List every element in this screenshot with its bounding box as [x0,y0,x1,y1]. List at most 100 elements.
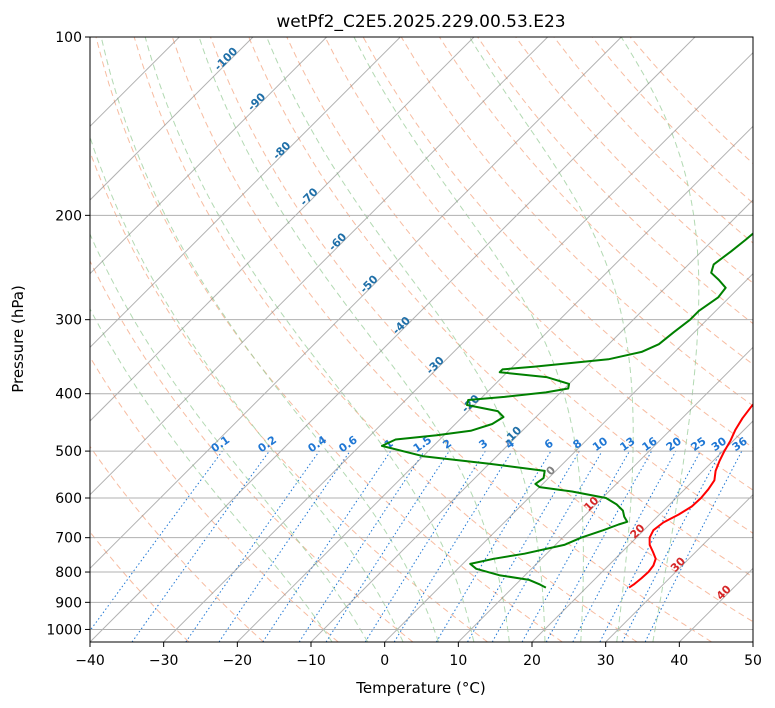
mixing-ratio-line [644,450,743,642]
temp-label: 40 [714,582,734,602]
height-label: -90 [245,90,268,113]
dewpoint-profile-line [380,232,753,589]
dry-adiabat [95,37,563,642]
mixing-ratio-label: 0.1 [209,433,232,455]
isotherm-line [752,641,753,642]
dry-adiabat [133,37,638,642]
x-axis-label: Temperature (°C) [355,679,485,697]
moist-adiabat [198,37,510,642]
height-label: -50 [357,272,380,295]
temp-label: 20 [628,521,648,541]
mixing-ratio-label: 6 [542,437,556,452]
mixing-ratio-line [218,450,351,642]
mixing-ratio-label: 2 [440,437,454,452]
height-label: -20 [459,392,482,415]
mixing-ratio-line [572,450,677,642]
mixing-ratio-line [393,450,513,642]
x-tick-label: 0 [380,653,389,669]
moist-adiabat [620,37,700,642]
height-label: -60 [326,230,349,253]
mixing-ratio-label: 0.6 [336,433,360,455]
moist-adiabat [90,135,404,642]
y-tick-label: 500 [55,444,82,460]
dry-adiabat [90,445,264,642]
isotherm-line [310,199,753,642]
moist-adiabat [469,37,634,642]
mixing-ratio-line [521,450,630,642]
plot-frame [89,36,754,643]
dry-adiabat [324,37,753,491]
height-label: -100 [212,44,241,73]
height-label: -40 [390,314,413,337]
height-label: -70 [297,185,320,208]
y-tick-label: 700 [55,531,82,547]
profile-series [380,232,753,589]
axes: −40 −30 −20 −10 0 10 20 30 40 5010020030040050060… [46,30,762,669]
isotherm-line [90,37,401,349]
x-tick-label: −40 [75,653,105,669]
height-label: -80 [270,139,293,162]
mixing-ratio-label: 3 [477,437,491,452]
mixing-ratio-label: 0.4 [306,433,330,455]
mixing-ratio-line [185,450,320,642]
x-tick-label: 50 [744,653,762,669]
mixing-ratio-line [298,450,425,642]
x-tick-label: 20 [523,653,541,669]
dry-adiabat [515,37,753,284]
x-tick-label: 40 [670,653,688,669]
isotherm-line [90,37,549,496]
mixing-ratio-line [545,450,653,642]
dry-adiabat [591,37,753,204]
mixing-ratio-line [90,450,223,632]
moist-adiabat [90,308,333,642]
dry-adiabat [210,37,753,623]
moist-adiabat [353,37,584,642]
y-axis-label: Pressure (hPa) [9,285,27,393]
isotherm-line [605,493,753,642]
y-tick-label: 300 [55,313,82,329]
x-tick-label: 10 [449,653,467,669]
dry-adiabat [90,356,339,642]
y-tick-label: 900 [55,595,82,611]
isotherm-line [163,51,753,642]
moist-adiabat [90,232,369,642]
isotherm-line [90,37,254,201]
x-tick-label: 30 [597,653,615,669]
dry-adiabat [90,531,190,642]
isotherm-line [90,37,696,642]
y-tick-label: 1000 [46,622,82,638]
dry-adiabat [286,37,753,534]
isotherm-line [90,37,328,275]
isoline-labels: 0.1 0.2 0.4 0.6 1 1.5 2 3 4 6 8 10 13 16 20 25 30 36-100-… [209,44,750,602]
dry-adiabat [248,37,753,578]
x-tick-label: −20 [223,653,253,669]
mixing-ratio-line [262,450,392,642]
x-tick-label: −30 [149,653,179,669]
isotherm-line [678,567,753,642]
mixing-ratio-line [364,450,486,642]
y-tick-label: 800 [55,565,82,581]
mixing-ratio-line [325,450,450,642]
isotherm-line [236,125,753,642]
isotherm-line [384,272,753,642]
mixing-ratio-line [131,450,270,642]
dry-adiabat [90,150,488,642]
background-lines [90,37,753,642]
moist-adiabat [100,37,439,642]
x-tick-label: −10 [296,653,326,669]
dry-adiabat [171,37,712,642]
height-label: -30 [424,354,447,377]
temperature-profile-line [628,403,753,589]
isotherm-line [531,420,753,642]
isotherm-line [457,346,753,642]
mixing-ratio-line [435,450,552,642]
y-tick-label: 600 [55,491,82,507]
isotherm-line [90,37,475,422]
y-tick-label: 200 [55,208,82,224]
y-tick-label: 400 [55,387,82,403]
y-tick-label: 100 [55,30,82,46]
dry-adiabat [90,259,414,642]
chart-title: wetPf2_C2E5.2025.229.00.53.E23 [276,12,565,32]
moist-adiabat [266,37,546,642]
